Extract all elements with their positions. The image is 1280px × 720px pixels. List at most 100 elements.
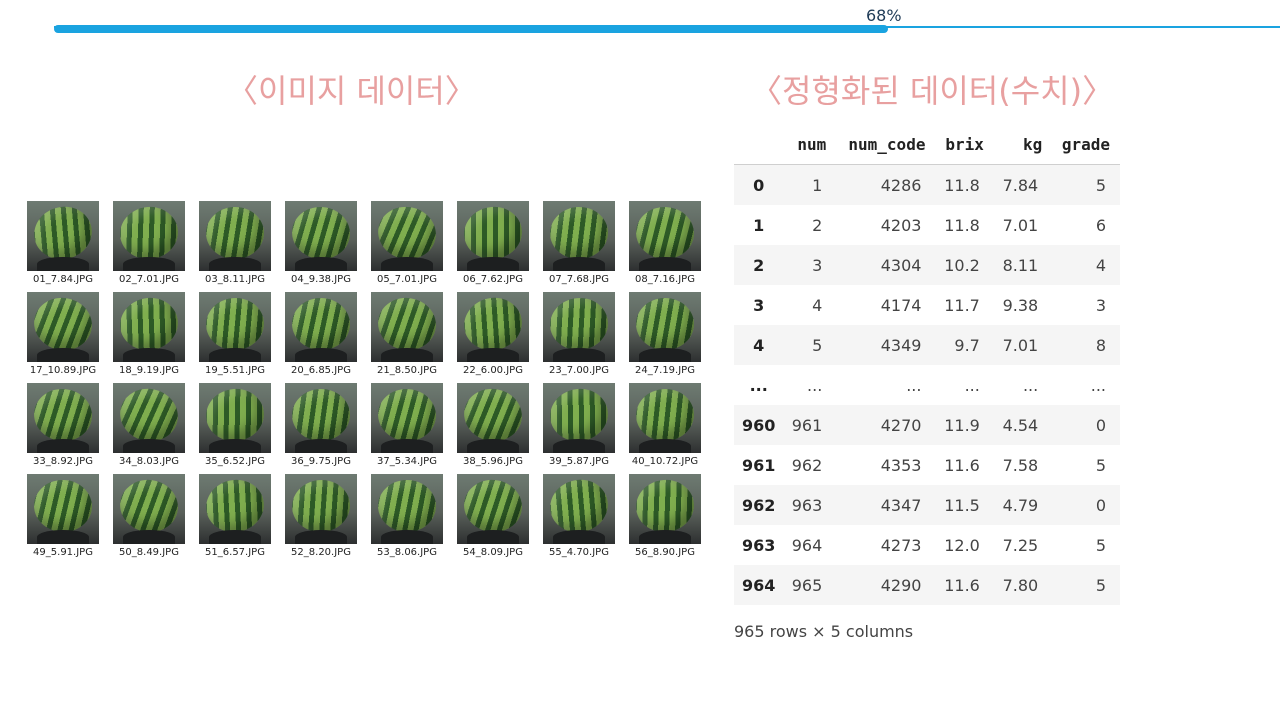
watermelon-shape <box>200 474 270 538</box>
thumbnail-item[interactable]: 49_5.91.JPG <box>20 473 106 558</box>
thumbnail-filename: 20_6.85.JPG <box>291 365 351 376</box>
watermelon-shape <box>548 205 610 261</box>
thumbnail-filename: 22_6.00.JPG <box>463 365 523 376</box>
image-data-heading: 〈이미지 데이터〉 <box>226 72 477 110</box>
watermelon-shape <box>203 295 267 353</box>
watermelon-shape <box>202 384 268 446</box>
column-header-num-code: num_code <box>836 124 936 165</box>
thumbnail-item[interactable]: 19_5.51.JPG <box>192 291 278 376</box>
thumbnail-item[interactable]: 51_6.57.JPG <box>192 473 278 558</box>
thumbnail-item[interactable]: 02_7.01.JPG <box>106 200 192 285</box>
watermelon-image <box>285 292 357 362</box>
thumbnail-item[interactable]: 52_8.20.JPG <box>278 473 364 558</box>
thumbnail-filename: 52_8.20.JPG <box>291 547 351 558</box>
thumbnail-item[interactable]: 38_5.96.JPG <box>450 382 536 467</box>
thumbnail-item[interactable]: 17_10.89.JPG <box>20 291 106 376</box>
cell-kg: 7.25 <box>1002 535 1039 555</box>
watermelon-image <box>457 474 529 544</box>
thumbnail-item[interactable]: 40_10.72.JPG <box>622 382 708 467</box>
thumbnail-item[interactable]: 34_8.03.JPG <box>106 382 192 467</box>
cell-index: 1 <box>753 215 765 235</box>
thumbnail-frame <box>627 473 703 545</box>
thumbnail-item[interactable]: 04_9.38.JPG <box>278 200 364 285</box>
thumbnail-item[interactable]: 06_7.62.JPG <box>450 200 536 285</box>
thumbnail-item[interactable]: 35_6.52.JPG <box>192 382 278 467</box>
image-thumbnail-grid: 01_7.84.JPG 02_7.01.JPG 03_8.11.JPG 04_9.38… <box>20 200 701 558</box>
thumbnail-item[interactable]: 36_9.75.JPG <box>278 382 364 467</box>
scale-stand <box>381 439 433 453</box>
watermelon-shape <box>116 203 182 263</box>
cell-num: 962 <box>791 455 823 475</box>
thumbnail-item[interactable]: 23_7.00.JPG <box>536 291 622 376</box>
watermelon-shape <box>289 477 353 535</box>
cell-kg: 8.11 <box>1002 255 1039 275</box>
thumbnail-filename: 07_7.68.JPG <box>549 274 609 285</box>
watermelon-image <box>113 474 185 544</box>
watermelon-image <box>457 201 529 271</box>
thumbnail-frame <box>197 473 273 545</box>
thumbnail-item[interactable]: 53_8.06.JPG <box>364 473 450 558</box>
thumbnail-item[interactable]: 07_7.68.JPG <box>536 200 622 285</box>
cell-brix: 11.6 <box>944 455 980 475</box>
thumbnail-filename: 24_7.19.JPG <box>635 365 695 376</box>
thumbnail-filename: 50_8.49.JPG <box>119 547 179 558</box>
thumbnail-item[interactable]: 03_8.11.JPG <box>192 200 278 285</box>
thumbnail-item[interactable]: 39_5.87.JPG <box>536 382 622 467</box>
thumbnail-item[interactable]: 08_7.16.JPG <box>622 200 708 285</box>
thumbnail-frame <box>111 200 187 272</box>
thumbnail-item[interactable]: 56_8.90.JPG <box>622 473 708 558</box>
thumbnail-item[interactable]: 24_7.19.JPG <box>622 291 708 376</box>
cell-num-code: 4203 <box>880 215 922 235</box>
table-body: 0 1 4286 11.8 7.84 5 1 2 4203 11.8 7.01 6 2 3 4304 10.2… <box>734 164 1120 605</box>
cell-brix: 11.5 <box>944 495 980 515</box>
thumbnail-item[interactable]: 33_8.92.JPG <box>20 382 106 467</box>
thumbnail-item[interactable]: 55_4.70.JPG <box>536 473 622 558</box>
cell-num-code: 4270 <box>880 415 922 435</box>
watermelon-image <box>371 201 443 271</box>
watermelon-image <box>27 474 99 544</box>
thumbnail-filename: 49_5.91.JPG <box>33 547 93 558</box>
watermelon-shape <box>547 294 611 354</box>
thumbnail-frame <box>455 200 531 272</box>
watermelon-shape <box>545 383 613 447</box>
cell-num: 3 <box>812 255 823 275</box>
thumbnail-item[interactable]: 21_8.50.JPG <box>364 291 450 376</box>
thumbnail-item[interactable]: 22_6.00.JPG <box>450 291 536 376</box>
thumbnail-frame <box>111 473 187 545</box>
table-row: 4 5 4349 9.7 7.01 8 <box>734 325 1120 365</box>
scale-stand <box>209 257 261 271</box>
cell-num-code: 4353 <box>880 455 922 475</box>
cell-num-code: 4174 <box>880 295 922 315</box>
thumbnail-filename: 17_10.89.JPG <box>29 365 97 376</box>
cell-index: 963 <box>742 535 776 555</box>
scale-stand <box>123 530 175 544</box>
thumbnail-filename: 54_8.09.JPG <box>463 547 523 558</box>
cell-brix: 11.8 <box>944 175 980 195</box>
thumbnail-frame <box>369 382 445 454</box>
watermelon-shape <box>632 476 698 536</box>
scale-stand <box>123 257 175 271</box>
thumbnail-frame <box>541 382 617 454</box>
thumbnail-item[interactable]: 54_8.09.JPG <box>450 473 536 558</box>
table-row: 964 965 4290 11.6 7.80 5 <box>734 565 1120 605</box>
thumbnail-filename: 21_8.50.JPG <box>377 365 437 376</box>
watermelon-shape <box>459 202 527 264</box>
thumbnail-item[interactable]: 01_7.84.JPG <box>20 200 106 285</box>
scale-stand <box>467 530 519 544</box>
cell-grade: 5 <box>1095 175 1106 195</box>
thumbnail-frame <box>627 291 703 363</box>
thumbnail-item[interactable]: 37_5.34.JPG <box>364 382 450 467</box>
thumbnail-item[interactable]: 05_7.01.JPG <box>364 200 450 285</box>
thumbnail-item[interactable]: 20_6.85.JPG <box>278 291 364 376</box>
thumbnail-item[interactable]: 18_9.19.JPG <box>106 291 192 376</box>
thumbnail-item[interactable]: 50_8.49.JPG <box>106 473 192 558</box>
thumbnail-filename: 06_7.62.JPG <box>463 274 523 285</box>
scale-stand <box>467 257 519 271</box>
table-row-count: 965 rows × 5 columns <box>734 622 914 641</box>
thumbnail-frame <box>369 291 445 363</box>
cell-grade: 4 <box>1095 255 1106 275</box>
scale-stand <box>553 348 605 362</box>
table-header-row: num num_code brix kg grade <box>734 124 1120 165</box>
watermelon-image <box>199 201 271 271</box>
cell-brix: 11.6 <box>944 575 980 595</box>
